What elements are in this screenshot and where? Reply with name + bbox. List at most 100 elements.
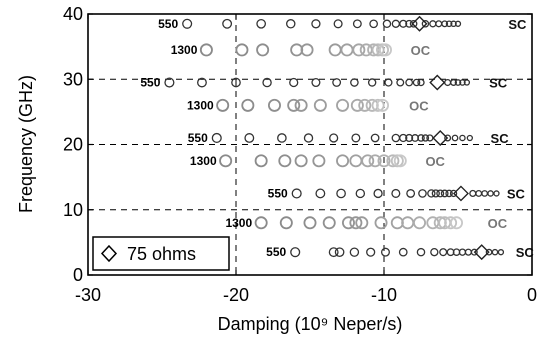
data-point — [436, 189, 445, 198]
data-point — [350, 98, 364, 112]
series-row: 1300 OC — [187, 98, 429, 113]
data-point — [444, 134, 452, 142]
data-point — [450, 216, 464, 230]
data-point — [244, 133, 255, 143]
data-point — [378, 43, 392, 57]
data-point — [370, 133, 380, 143]
x-tick-label: -10 — [371, 285, 397, 305]
data-point — [349, 247, 360, 257]
data-point — [278, 154, 292, 168]
row-label: 1300 — [225, 216, 252, 230]
data-point — [421, 20, 430, 28]
data-point — [409, 19, 418, 28]
end-label: SC — [516, 245, 535, 260]
data-point — [290, 247, 301, 258]
data-point — [386, 154, 400, 168]
data-point — [312, 154, 326, 168]
data-point — [311, 19, 321, 29]
data-point — [164, 77, 175, 88]
data-point — [350, 78, 359, 87]
data-point — [393, 154, 407, 168]
data-point — [371, 43, 385, 57]
data-point — [449, 189, 458, 198]
data-point — [405, 133, 414, 143]
row-label: 1300 — [187, 98, 214, 112]
tick-marks — [87, 13, 533, 276]
data-point — [300, 43, 314, 57]
data-point — [421, 134, 430, 142]
data-point — [291, 188, 302, 199]
end-label: SC — [507, 186, 526, 201]
data-point — [367, 78, 377, 87]
data-point — [341, 216, 355, 230]
data-point — [391, 188, 401, 198]
data-point — [294, 98, 308, 112]
data-point — [358, 98, 372, 112]
grid-lines — [88, 14, 532, 275]
data-point — [315, 188, 326, 199]
data-point — [303, 133, 314, 143]
data-point — [441, 20, 449, 28]
data-point — [182, 18, 193, 29]
x-axis-title: Damping (10⁹ Neper/s) — [218, 314, 403, 334]
series-row: 1300 OC — [171, 43, 431, 58]
legend-label: 75 ohms — [127, 244, 196, 264]
data-point — [399, 19, 408, 28]
x-tick-label: -30 — [75, 285, 101, 305]
data-point — [352, 19, 362, 29]
end-label: OC — [411, 43, 431, 58]
data-point — [398, 247, 408, 257]
data-point — [439, 248, 448, 257]
data-point — [445, 20, 453, 28]
data-point — [396, 78, 405, 87]
end-label: OC — [425, 154, 445, 169]
data-point — [463, 79, 471, 86]
data-point — [384, 78, 393, 87]
data-point — [289, 77, 299, 88]
data-point — [219, 154, 233, 168]
y-tick-label: 40 — [63, 4, 83, 24]
data-point — [336, 188, 346, 199]
data-point — [416, 247, 426, 257]
series-row: 550 SC — [140, 74, 508, 91]
data-point — [355, 188, 366, 199]
data-point — [377, 154, 391, 168]
diamond-marker-icon — [452, 185, 469, 202]
diamond-marker-icon — [432, 129, 449, 146]
data-point — [454, 20, 462, 27]
series-row: 1300 OC — [225, 216, 507, 231]
data-point — [430, 248, 439, 257]
data-point — [431, 189, 440, 198]
diamond-marker-icon — [429, 74, 446, 91]
y-tick-label: 0 — [73, 265, 83, 285]
data-point — [311, 77, 321, 88]
data-point — [235, 43, 249, 57]
row-label: 550 — [140, 76, 160, 90]
data-point — [445, 189, 453, 198]
y-axis-title: Frequency (GHz) — [16, 75, 36, 213]
row-label: 550 — [158, 17, 178, 31]
data-point — [406, 189, 416, 198]
data-point — [418, 189, 427, 198]
data-point — [349, 216, 363, 230]
data-point — [413, 216, 427, 230]
data-point — [336, 98, 350, 112]
data-point — [417, 78, 425, 87]
data-point — [399, 133, 408, 143]
x-tick-label: -20 — [223, 285, 249, 305]
data-point — [366, 247, 376, 257]
data-point — [493, 190, 500, 197]
data-point — [254, 154, 268, 168]
data-point — [287, 98, 301, 112]
data-point — [427, 189, 436, 198]
data-point — [450, 79, 458, 86]
diamond-marker-icon — [411, 15, 428, 32]
data-point — [373, 188, 383, 199]
end-label: SC — [491, 131, 510, 146]
end-label: OC — [409, 98, 429, 113]
data-point — [197, 77, 207, 88]
data-point — [329, 133, 339, 143]
data-point — [454, 79, 462, 86]
series-row: 550 SC — [268, 185, 526, 202]
